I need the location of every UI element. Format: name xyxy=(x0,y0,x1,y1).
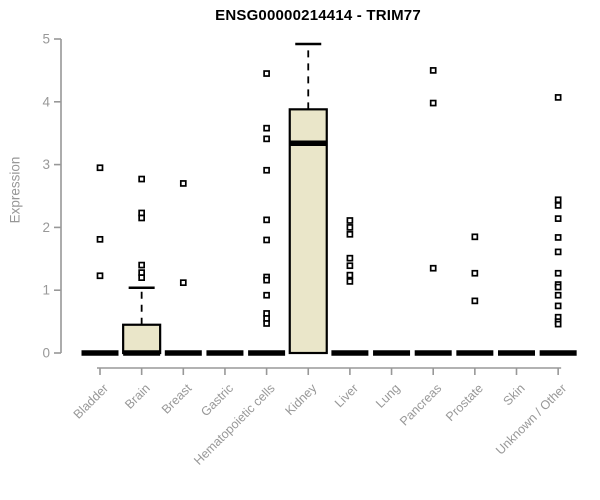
outlier-point-pancreas xyxy=(429,99,437,107)
x-category-label-brain: Brain xyxy=(122,381,153,412)
outlier-point-bladder xyxy=(96,235,104,243)
x-category-label-breast: Breast xyxy=(159,381,195,417)
y-tick-label: 3 xyxy=(42,157,50,172)
outlier-point-brain xyxy=(138,274,145,281)
outlier-point-liver xyxy=(346,271,354,279)
outlier-point-brain xyxy=(138,261,145,269)
y-tick-label: 2 xyxy=(42,220,50,235)
outlier-point-liver xyxy=(346,262,354,270)
outlier-point-liver xyxy=(346,230,354,238)
chart-title: ENSG00000214414 - TRIM77 xyxy=(215,7,421,24)
outlier-point-hematopoietic-cells xyxy=(263,124,270,132)
outlier-point-hematopoietic-cells xyxy=(263,236,270,244)
outlier-point-unknown-other xyxy=(554,202,562,209)
outlier-point-breast xyxy=(179,180,187,187)
outlier-point-bladder xyxy=(96,272,104,280)
outlier-point-unknown-other xyxy=(554,302,562,310)
outlier-point-prostate xyxy=(471,297,479,305)
outlier-point-liver xyxy=(346,217,354,224)
x-category-label-pancreas: Pancreas xyxy=(397,381,444,428)
outlier-point-breast xyxy=(179,279,187,287)
outlier-point-unknown-other xyxy=(554,248,562,256)
outlier-point-unknown-other xyxy=(554,269,562,277)
outlier-point-unknown-other xyxy=(554,283,562,291)
outlier-point-hematopoietic-cells xyxy=(263,276,270,284)
x-category-label-prostate: Prostate xyxy=(443,381,486,424)
outlier-point-liver xyxy=(346,224,354,231)
outlier-point-unknown-other xyxy=(554,291,562,299)
x-category-label-gastric: Gastric xyxy=(198,381,236,419)
x-category-label-bladder: Bladder xyxy=(71,381,111,421)
outlier-point-unknown-other xyxy=(554,215,562,222)
outlier-point-hematopoietic-cells xyxy=(263,135,270,143)
y-tick-label: 0 xyxy=(42,346,50,361)
outlier-point-hematopoietic-cells xyxy=(263,70,270,77)
x-category-label-liver: Liver xyxy=(332,381,361,410)
outlier-point-prostate xyxy=(471,269,479,277)
y-tick-label: 5 xyxy=(42,32,50,47)
outlier-point-hematopoietic-cells xyxy=(263,166,270,174)
outlier-point-hematopoietic-cells xyxy=(263,291,270,299)
box-brain xyxy=(122,323,162,355)
outlier-point-unknown-other xyxy=(554,94,562,101)
x-category-label-lung: Lung xyxy=(373,381,403,411)
outlier-point-hematopoietic-cells xyxy=(263,216,270,224)
x-category-label-unknown-other: Unknown / Other xyxy=(493,381,569,457)
outlier-point-liver xyxy=(346,278,354,285)
x-category-label-kidney: Kidney xyxy=(282,381,319,418)
y-tick-label: 1 xyxy=(42,283,50,298)
outlier-point-prostate xyxy=(471,233,479,241)
outlier-point-brain xyxy=(138,175,145,183)
outlier-point-hematopoietic-cells xyxy=(263,320,270,327)
box-kidney xyxy=(288,108,328,355)
outlier-point-liver xyxy=(346,254,354,262)
outlier-point-brain xyxy=(138,214,145,222)
outlier-point-pancreas xyxy=(429,67,437,74)
outlier-point-unknown-other xyxy=(554,234,562,241)
x-category-label-hematopoietic-cells: Hematopoietic cells xyxy=(191,381,278,468)
outlier-point-bladder xyxy=(96,164,104,172)
x-category-label-skin: Skin xyxy=(501,381,528,408)
y-tick-label: 4 xyxy=(42,94,50,109)
outlier-point-unknown-other xyxy=(554,196,562,204)
outlier-point-pancreas xyxy=(429,264,437,272)
outlier-point-unknown-other xyxy=(554,320,562,328)
